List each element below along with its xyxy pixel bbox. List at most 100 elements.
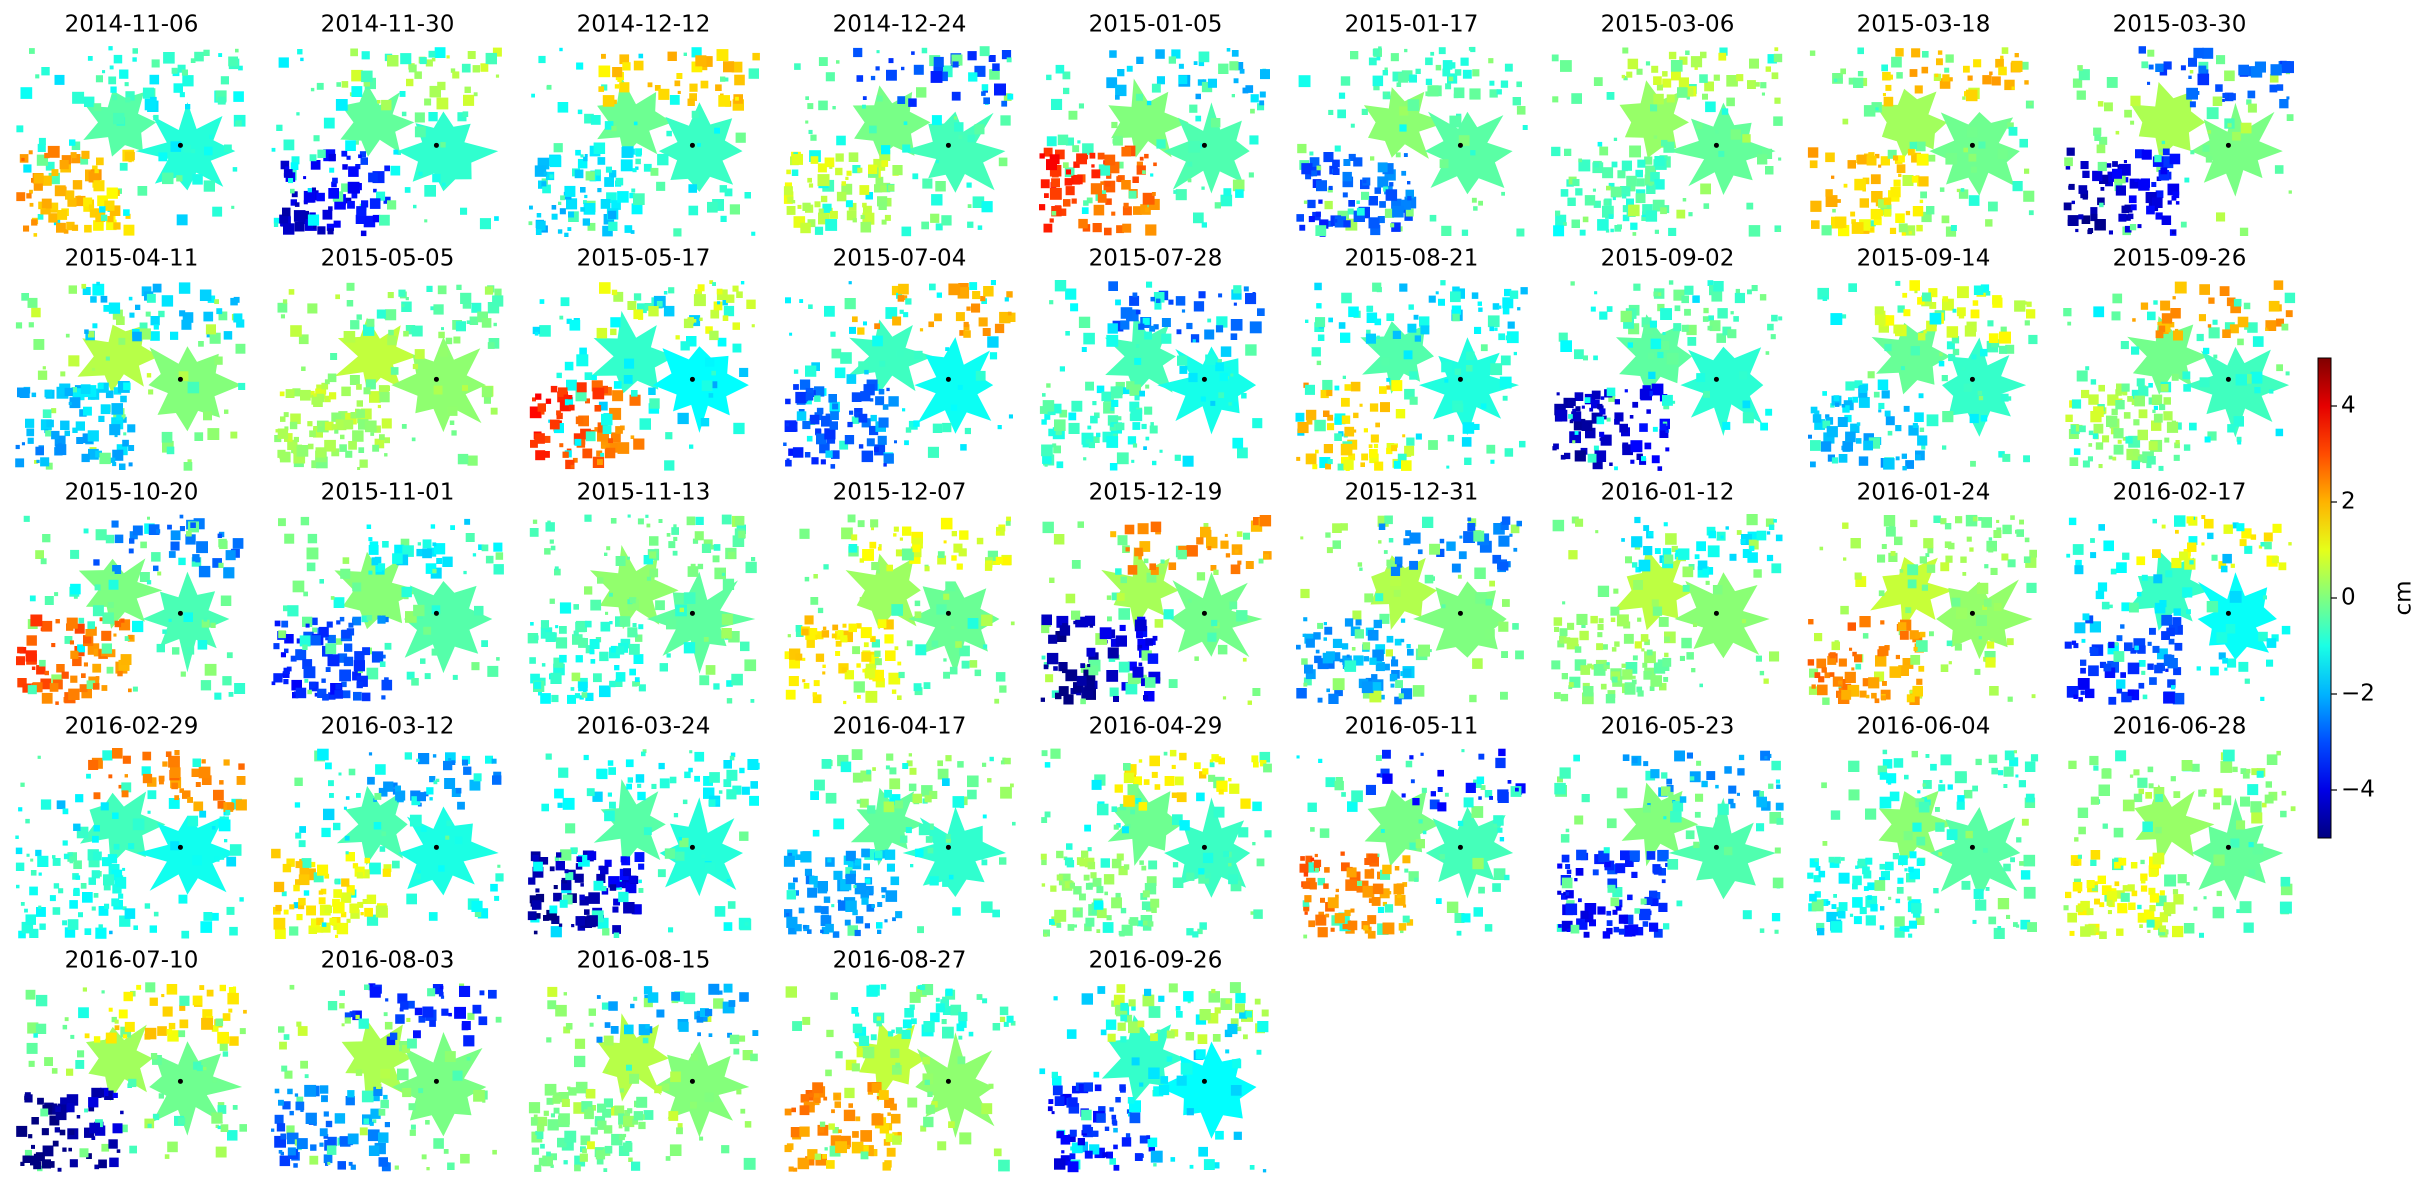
map-pixel: [1332, 523, 1342, 533]
map-pixel: [1342, 176, 1354, 188]
map-pixel: [307, 303, 318, 314]
map-pixel: [2074, 565, 2084, 575]
map-pixel: [36, 907, 46, 917]
map-pixel: [1596, 643, 1603, 651]
map-pixel: [617, 442, 630, 454]
map-pixel: [532, 519, 538, 524]
map-pixel: [1296, 214, 1304, 222]
panel-title: 2015-01-05: [1089, 12, 1223, 38]
map-pixel: [171, 782, 178, 790]
map-pixel: [601, 84, 608, 91]
map-pixel: [1899, 630, 1909, 640]
map-pixel: [550, 155, 562, 168]
map-pixel: [2276, 84, 2284, 91]
map-pixel: [1986, 540, 1997, 552]
panel-title: 2015-01-17: [1345, 12, 1479, 38]
map-pixel: [1344, 384, 1352, 391]
map-pixel: [2107, 394, 2119, 406]
map-pixel: [1136, 161, 1143, 168]
map-pixel: [283, 679, 289, 685]
map-pixel: [1486, 444, 1496, 454]
map-pixel: [333, 889, 342, 898]
map-pixel: [213, 789, 224, 801]
map-pixel: [699, 675, 710, 686]
map-pixel: [860, 214, 865, 220]
map-pixel: [832, 403, 839, 410]
map-pixel: [584, 372, 593, 380]
map-pixel: [2023, 190, 2035, 202]
map-pixel: [1044, 193, 1049, 198]
map-pixel: [64, 636, 73, 644]
map-pixel: [1967, 75, 1973, 81]
map-pixel: [1597, 624, 1604, 631]
map-pixel: [457, 112, 467, 122]
map-pixel: [1928, 154, 1936, 162]
map-pixel: [788, 448, 796, 456]
map-pixel: [1202, 79, 1207, 83]
map-pixel: [605, 166, 612, 173]
map-pixel: [1883, 209, 1892, 217]
map-pixel: [285, 166, 290, 171]
map-pixel: [1571, 93, 1582, 104]
map-pixel: [859, 185, 870, 195]
map-pixel: [831, 633, 837, 639]
map-pixel: [335, 683, 342, 690]
map-pixel: [1697, 560, 1708, 571]
map-pixel: [713, 301, 723, 311]
map-pixel: [1838, 77, 1843, 83]
map-pixel: [1331, 652, 1341, 662]
map-pixel: [1249, 135, 1259, 145]
map-pixel: [1198, 60, 1205, 67]
map-pixel: [814, 226, 824, 235]
map-pixel: [714, 567, 726, 580]
panel: 2015-05-17: [529, 246, 756, 471]
map-pixel: [51, 643, 56, 648]
map-pixel: [1178, 63, 1184, 69]
map-pixel: [1054, 419, 1066, 431]
map-pixel: [2279, 99, 2289, 109]
map-pixel: [886, 69, 897, 81]
map-pixel: [802, 421, 811, 430]
map-pixel: [1916, 224, 1923, 232]
map-pixel: [36, 154, 48, 166]
map-pixel: [45, 161, 55, 171]
map-area: [1667, 102, 1776, 195]
map-pixel: [1327, 220, 1334, 227]
map-pixel: [745, 561, 757, 574]
map-pixel: [1568, 414, 1573, 419]
map-pixel: [133, 925, 138, 930]
map-pixel: [1192, 339, 1196, 343]
map-pixel: [852, 646, 860, 655]
map-pixel: [128, 548, 134, 554]
map-pixel: [1810, 461, 1816, 468]
map-pixel: [1933, 515, 1941, 523]
map-pixel: [975, 370, 986, 381]
map-pixel: [1907, 148, 1915, 156]
map-pixel: [321, 678, 326, 683]
map-pixel: [1237, 560, 1242, 565]
map-pixel: [1926, 320, 1937, 332]
map-pixel: [879, 150, 891, 161]
map-pixel: [1654, 548, 1661, 554]
map-pixel: [2097, 582, 2108, 592]
map-pixel: [2208, 297, 2215, 304]
map-pixel: [1917, 435, 1928, 446]
map-pixel: [2167, 200, 2172, 205]
map-pixel: [791, 200, 796, 204]
map-pixel: [1234, 62, 1244, 71]
map-pixel: [2196, 666, 2201, 671]
map-pixel: [877, 619, 887, 628]
map-pixel: [1966, 126, 1978, 138]
map-pixel: [1084, 615, 1096, 626]
map-pixel: [40, 799, 52, 810]
map-pixel: [1665, 429, 1669, 433]
map-pixel: [2082, 194, 2088, 200]
map-pixel: [604, 552, 608, 556]
map-pixel: [1822, 420, 1831, 429]
map-pixel: [1407, 196, 1412, 201]
map-pixel: [360, 408, 372, 420]
map-pixel: [712, 282, 716, 286]
map-pixel: [1080, 698, 1086, 705]
map-pixel: [217, 96, 226, 105]
map-pixel: [1603, 199, 1610, 206]
